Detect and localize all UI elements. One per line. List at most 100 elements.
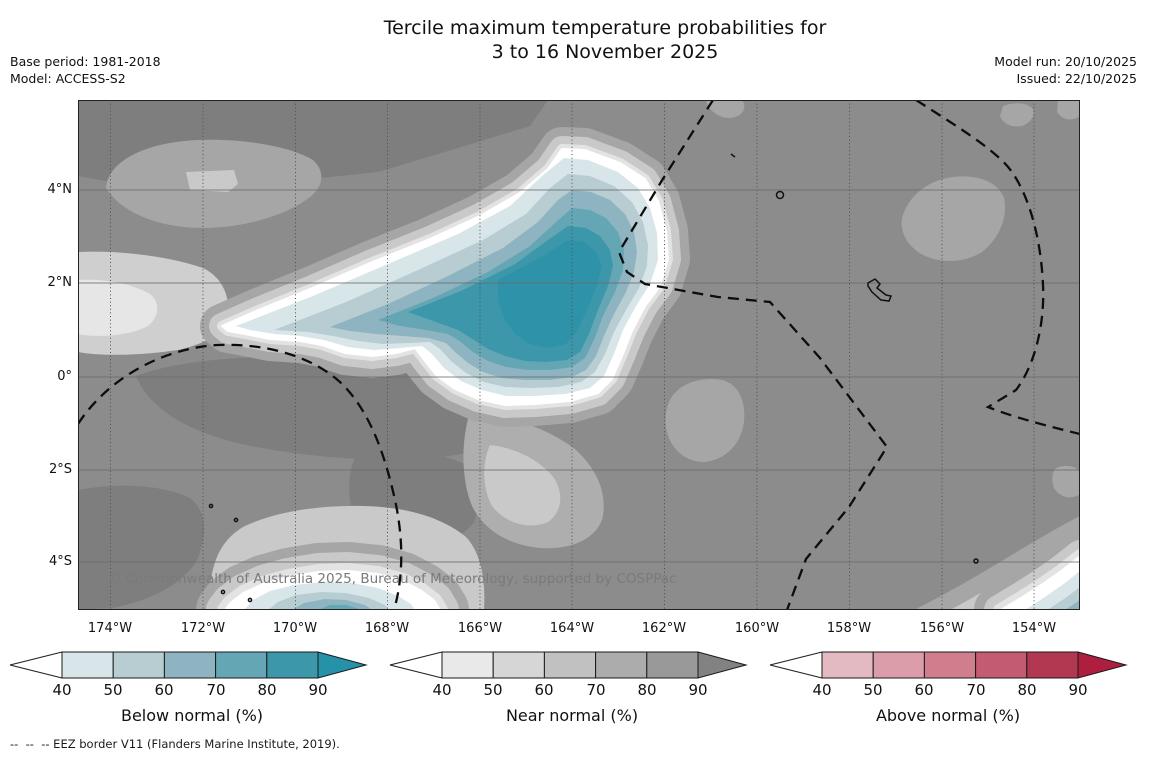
meta-issued: Issued: 22/10/2025: [1016, 71, 1138, 86]
light-patch-center: [665, 378, 745, 462]
map-border: [78, 100, 1080, 610]
lat-axis-label: 4°S: [48, 554, 72, 569]
lon-axis-label: 166°W: [457, 621, 503, 636]
colorbar-label-near: Near normal (%): [505, 706, 639, 725]
meta-base-period: Base period: 1981-2018: [10, 54, 161, 69]
islands: [208, 153, 979, 603]
map-watermark: © Commonwealth of Australia 2025, Bureau…: [108, 571, 676, 587]
colorbar-tick: 50: [483, 681, 503, 699]
colorbar-tick: 60: [154, 681, 174, 699]
light-patch-right: [901, 176, 1006, 261]
lon-axis-label: 160°W: [734, 621, 780, 636]
below-normal-region-south: [196, 542, 469, 610]
islet-mark: [233, 517, 239, 523]
lighter-corridor-core: [484, 445, 561, 526]
colorbar-segment: [112, 651, 165, 679]
below-normal-region-corner: [974, 530, 1080, 610]
colorbar-segment: [646, 651, 699, 679]
dark-patch-bottom-left: [78, 485, 205, 610]
lat-axis-label: 4°N: [47, 182, 73, 197]
colorbar-below-normal: [9, 651, 368, 679]
colorbar-right-arrow: [697, 651, 748, 679]
colorbar-segment: [61, 651, 114, 679]
map-canvas: © Commonwealth of Australia 2025, Bureau…: [78, 100, 1080, 610]
colorbar-label-below: Below normal (%): [120, 706, 264, 725]
colorbar-tick: 90: [1068, 681, 1088, 699]
below-60-70: [1065, 600, 1080, 610]
islet-mark: [973, 558, 979, 564]
colorbar-segment: [215, 651, 268, 679]
colorbar-tick: 80: [637, 681, 657, 699]
islet-mark: [208, 503, 214, 509]
colorbar-segment: [595, 651, 648, 679]
colorbar-left-arrow: [9, 651, 63, 679]
islet-mark: [247, 597, 253, 603]
eez-border-west: [78, 343, 403, 610]
colorbar-tick: 60: [914, 681, 934, 699]
colorbar-tick: 70: [586, 681, 606, 699]
colorbar-tick: 90: [688, 681, 708, 699]
lon-axis-label: 156°W: [919, 621, 965, 636]
latitude-grid: [78, 189, 1080, 563]
colorbar-segment: [163, 651, 217, 679]
colorbar-tick: 60: [534, 681, 554, 699]
colorbar-above-normal: [769, 651, 1128, 679]
lat-axis-label: 2°S: [48, 462, 72, 477]
colorbar-tick: 70: [206, 681, 226, 699]
colorbar-segment: [821, 651, 874, 679]
colorbar-tick: 50: [103, 681, 123, 699]
colorbar-left-arrow: [389, 651, 443, 679]
lon-axis-label: 162°W: [641, 621, 687, 636]
below-50-60: [1047, 587, 1080, 610]
colorbar-right-arrow: [317, 651, 368, 679]
colorbar-tick: 40: [812, 681, 832, 699]
colorbar-tick: 50: [863, 681, 883, 699]
colorbar-segment: [441, 651, 494, 679]
lon-axis-label: 154°W: [1011, 621, 1057, 636]
lat-axis-label: 0°: [57, 369, 72, 384]
light-spot-top-right-corner: [1057, 100, 1080, 120]
islet-mark: [220, 589, 226, 595]
probability-map: © Commonwealth of Australia 2025, Bureau…: [78, 100, 1080, 610]
colorbar-tick: 80: [257, 681, 277, 699]
islet-mark: [730, 153, 736, 158]
lon-axis-label: 170°W: [272, 621, 318, 636]
light-patch-top-center: [706, 100, 745, 118]
colorbar-left-arrow: [769, 651, 823, 679]
colorbar-tick: 90: [308, 681, 328, 699]
below-70-80: [318, 605, 361, 610]
meta-model-run: Model run: 20/10/2025: [994, 54, 1137, 69]
colorbar-tick: 80: [1017, 681, 1037, 699]
colorbar-tick: 40: [52, 681, 72, 699]
light-spot-top-right: [1000, 103, 1034, 127]
eez-border-center: [617, 100, 889, 610]
colorbar-right-arrow: [1077, 651, 1128, 679]
colorbar-segment: [266, 651, 319, 679]
lon-axis-label: 168°W: [364, 621, 410, 636]
colorbar-tick: 70: [966, 681, 986, 699]
grid-lines: [78, 100, 1080, 610]
title-line-1: Tercile maximum temperature probabilitie…: [383, 17, 827, 39]
colorbar-segment: [1026, 651, 1079, 679]
lon-axis-label: 164°W: [549, 621, 595, 636]
lat-axis-label: 2°N: [47, 275, 73, 290]
title-line-2: 3 to 16 November 2025: [491, 41, 719, 63]
lon-axis-label: 158°W: [826, 621, 872, 636]
island-outline: [775, 190, 785, 200]
longitude-grid: [110, 100, 1035, 610]
colorbar-segment: [543, 651, 597, 679]
lon-axis-label: 172°W: [180, 621, 226, 636]
lighter-field-left: [78, 279, 158, 336]
colorbar-label-above: Above normal (%): [875, 706, 1021, 725]
colorbar-near-normal: [389, 651, 748, 679]
eez-border-east: [915, 100, 1080, 436]
colorbar-segment: [923, 651, 977, 679]
eez-footnote: -- -- -- EEZ border V11 (Flanders Marine…: [10, 737, 340, 751]
lon-axis-label: 174°W: [87, 621, 133, 636]
colorbar-segment: [872, 651, 925, 679]
colorbar-segment: [975, 651, 1028, 679]
lighter-spot-top-left: [186, 170, 238, 192]
island-outline: [867, 278, 893, 302]
colorbar-segment: [492, 651, 545, 679]
